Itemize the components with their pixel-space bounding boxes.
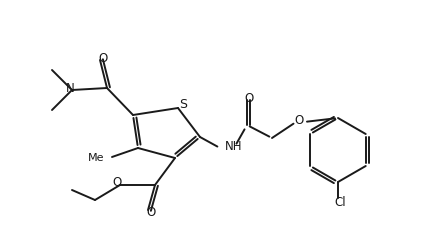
Text: Me: Me — [88, 153, 104, 163]
Text: S: S — [179, 98, 187, 112]
Text: O: O — [99, 52, 107, 65]
Text: O: O — [294, 113, 304, 127]
Text: O: O — [244, 91, 254, 105]
Text: Cl: Cl — [334, 196, 346, 209]
Text: N: N — [66, 82, 74, 94]
Text: O: O — [146, 205, 156, 219]
Text: NH: NH — [225, 141, 242, 153]
Text: O: O — [113, 176, 122, 189]
